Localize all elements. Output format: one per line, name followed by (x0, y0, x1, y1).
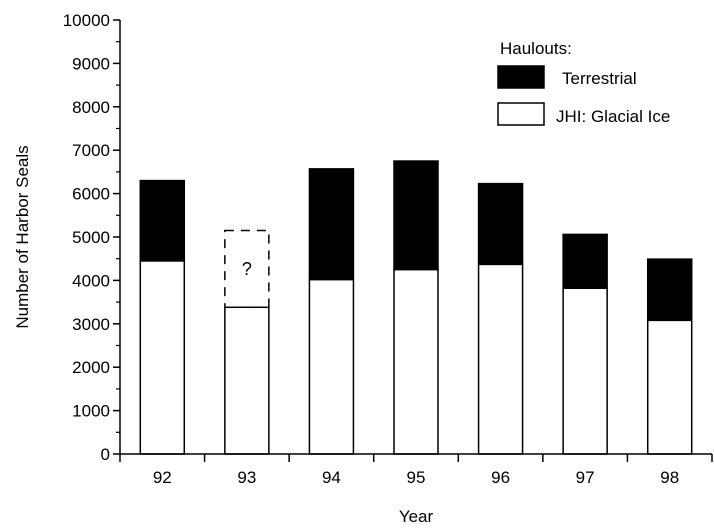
y-tick-label: 4000 (72, 271, 110, 290)
bar-terrestrial (393, 160, 439, 271)
bar-terrestrial (139, 179, 186, 262)
x-tick-label: 98 (660, 468, 679, 487)
unknown-value-mark: ? (242, 259, 252, 279)
y-tick-label: 9000 (72, 54, 110, 73)
bar-glacial-ice (646, 319, 693, 455)
y-tick-label: 10000 (63, 11, 110, 30)
bar-glacial-ice (393, 268, 439, 455)
legend: Haulouts: Terrestrial JHI: Glacial Ice (497, 39, 670, 126)
x-tick-label: 96 (491, 468, 510, 487)
legend-title: Haulouts: (500, 39, 572, 58)
x-tick-label: 94 (322, 468, 341, 487)
bar-glacial-ice (224, 306, 270, 455)
bar-glacial-ice (477, 263, 524, 455)
bar-terrestrial (477, 182, 524, 266)
bar-glacial-ice (139, 260, 186, 455)
x-tick-label: 92 (153, 468, 172, 487)
bar-glacial-ice (562, 287, 608, 455)
y-tick-label: 1000 (72, 402, 110, 421)
y-tick-label: 5000 (72, 228, 110, 247)
x-axis-title: Year (399, 507, 434, 526)
bar-terrestrial (562, 233, 608, 289)
y-tick-label: 0 (101, 445, 110, 464)
y-tick-label: 8000 (72, 98, 110, 117)
legend-label-terrestrial: Terrestrial (562, 69, 637, 88)
x-axis-ticks: 92 93 94 95 96 97 98 (119, 454, 713, 487)
bars: ? (139, 160, 693, 455)
legend-label-glacial-ice: JHI: Glacial Ice (556, 107, 670, 126)
y-axis-ticks: 0 1000 2000 3000 4000 5000 6000 7000 8000 9000 100… (63, 11, 120, 464)
bar-terrestrial (308, 168, 355, 281)
y-tick-label: 7000 (72, 141, 110, 160)
legend-swatch-glacial-ice (497, 102, 545, 126)
y-tick-label: 2000 (72, 358, 110, 377)
x-tick-label: 95 (407, 468, 426, 487)
bar-uncertain-outline (224, 229, 270, 309)
x-tick-label: 93 (237, 468, 256, 487)
bar-terrestrial (646, 258, 693, 322)
legend-swatch-terrestrial (497, 65, 545, 89)
x-tick-label: 97 (576, 468, 595, 487)
bar-glacial-ice (308, 278, 355, 455)
y-tick-label: 6000 (72, 185, 110, 204)
y-tick-label: 3000 (72, 315, 110, 334)
y-axis-title: Number of Harbor Seals (13, 145, 32, 328)
